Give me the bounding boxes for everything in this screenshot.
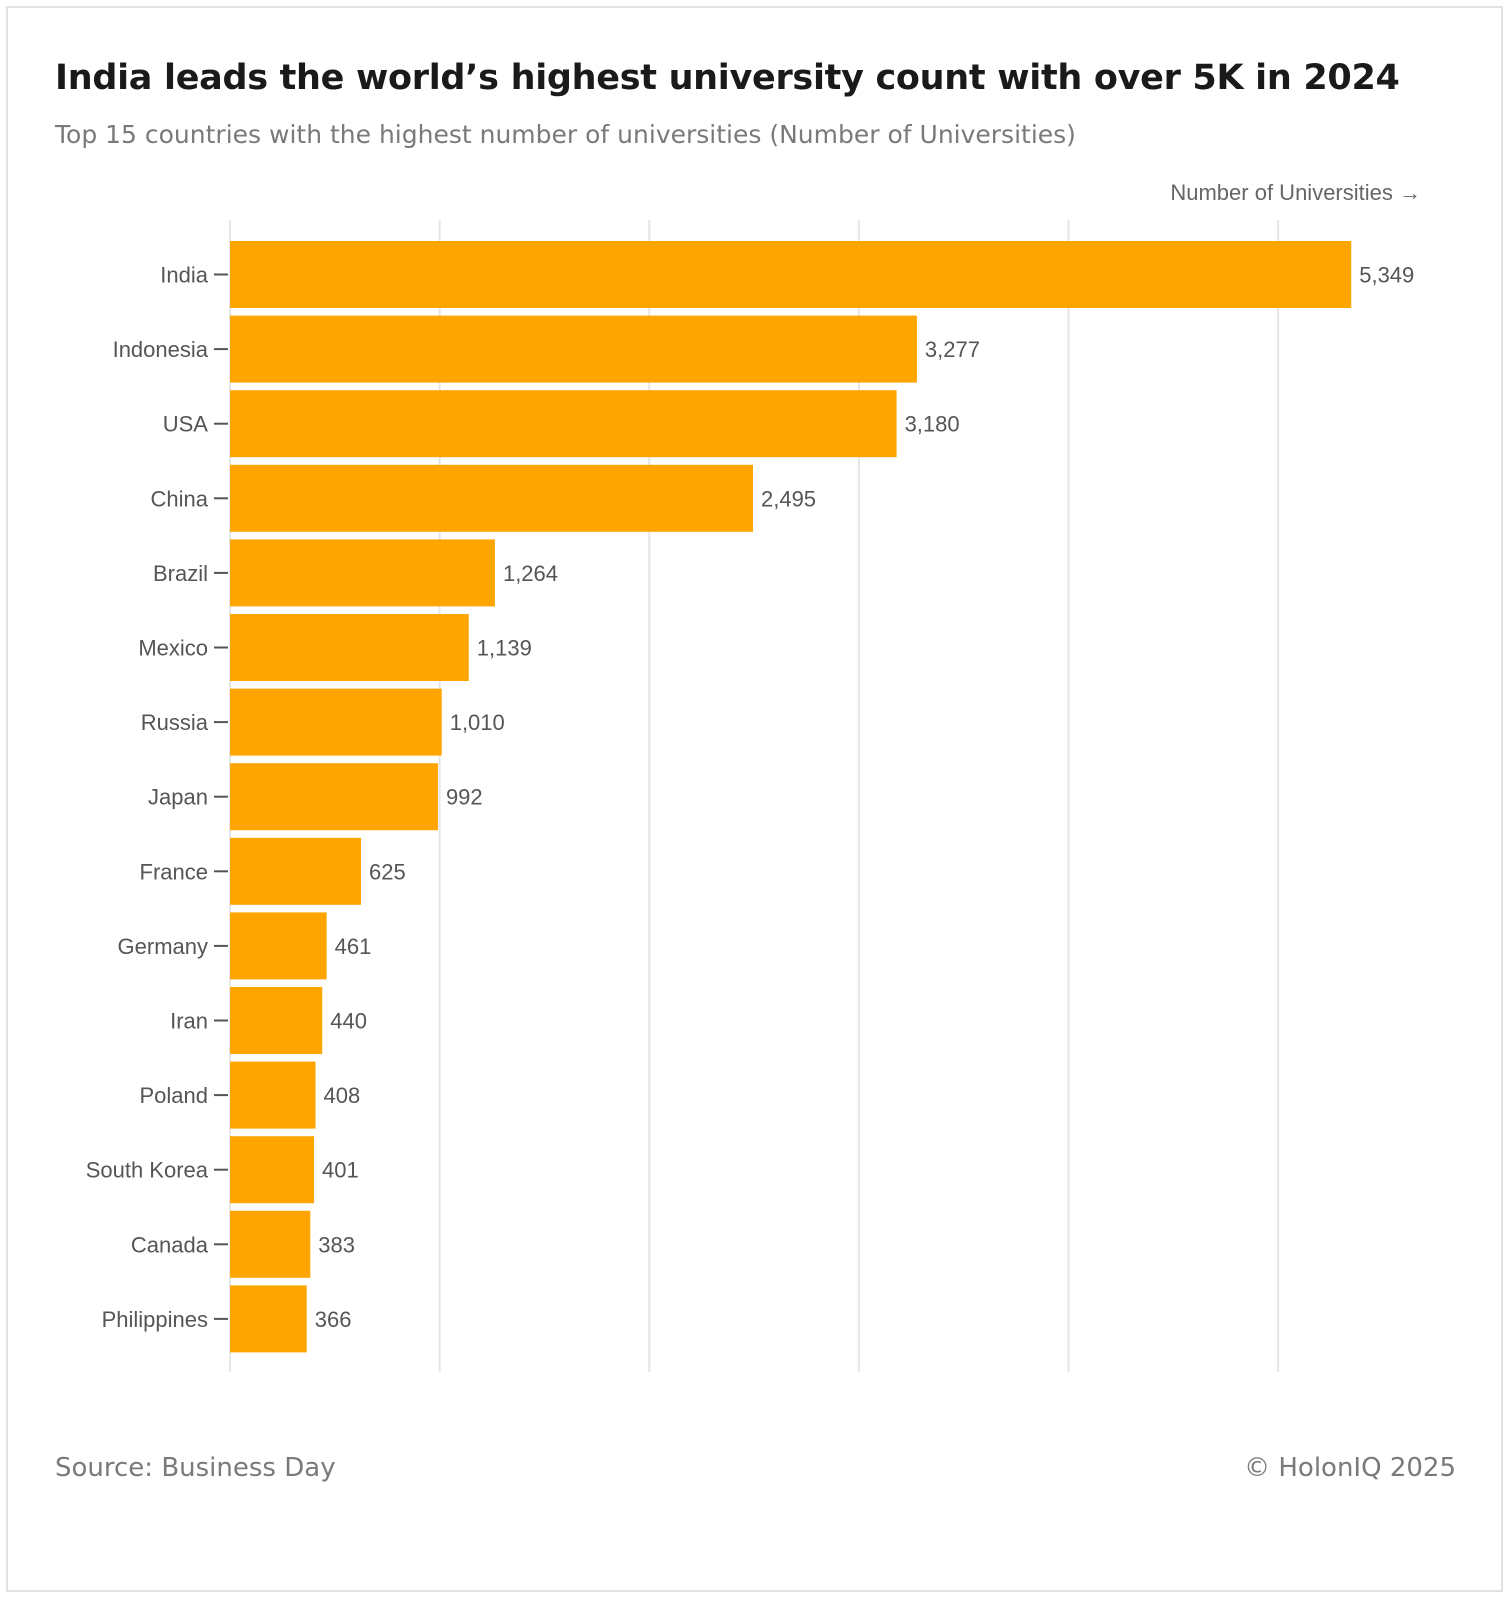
data-label: 366	[315, 1307, 352, 1332]
labels: India 5,349 Indonesia 3,277 USA 3,180 China 2,4…	[86, 263, 1415, 1332]
category-label: South Korea	[86, 1158, 209, 1183]
category-label: Brazil	[153, 561, 208, 586]
category-label: Canada	[131, 1232, 209, 1257]
data-label: 992	[446, 785, 483, 810]
data-label: 2,495	[761, 486, 816, 511]
data-label: 401	[322, 1158, 359, 1183]
bar	[230, 315, 917, 383]
category-label: Japan	[148, 785, 208, 810]
category-label: Iran	[170, 1009, 208, 1034]
category-label: India	[160, 263, 208, 288]
data-label: 3,277	[925, 337, 980, 362]
bar-chart: India 5,349 Indonesia 3,277 USA 3,180 China 2,4…	[86, 220, 1415, 1372]
x-axis-label: Number of Universities →	[1170, 180, 1421, 205]
data-label: 461	[335, 934, 372, 959]
bar	[230, 464, 753, 532]
bar	[230, 1061, 316, 1129]
chart-subtitle: Top 15 countries with the highest number…	[55, 120, 1076, 149]
bar	[230, 763, 438, 831]
bar	[230, 241, 1352, 308]
data-label: 1,139	[477, 636, 532, 661]
bar	[230, 688, 442, 756]
category-label: Germany	[118, 934, 208, 959]
category-label: Philippines	[102, 1307, 208, 1332]
data-label: 440	[330, 1009, 367, 1034]
source-note: Source: Business Day	[55, 1453, 336, 1483]
bar	[230, 1210, 311, 1278]
data-label: 5,349	[1359, 263, 1414, 288]
bar	[230, 837, 362, 905]
data-label: 383	[318, 1232, 355, 1257]
category-label: Mexico	[138, 636, 208, 661]
bar	[230, 1136, 315, 1204]
data-label: 3,180	[905, 412, 960, 437]
chart-title: India leads the world’s highest universi…	[55, 58, 1400, 98]
category-label: USA	[163, 412, 209, 437]
bar	[230, 912, 327, 980]
bar	[230, 1285, 307, 1353]
data-label: 1,264	[503, 561, 558, 586]
copyright-note: © HolonIQ 2025	[1244, 1453, 1456, 1483]
data-label: 408	[324, 1083, 361, 1108]
category-label: France	[140, 859, 208, 884]
bar	[230, 390, 897, 458]
bar	[230, 614, 469, 681]
bars	[230, 241, 1352, 1353]
data-label: 625	[369, 859, 406, 884]
bar	[230, 539, 495, 607]
category-label: Russia	[141, 710, 209, 735]
bar	[230, 987, 323, 1054]
category-label: Poland	[139, 1083, 208, 1108]
category-label: Indonesia	[113, 337, 209, 362]
category-label: China	[151, 486, 209, 511]
data-label: 1,010	[450, 710, 505, 735]
